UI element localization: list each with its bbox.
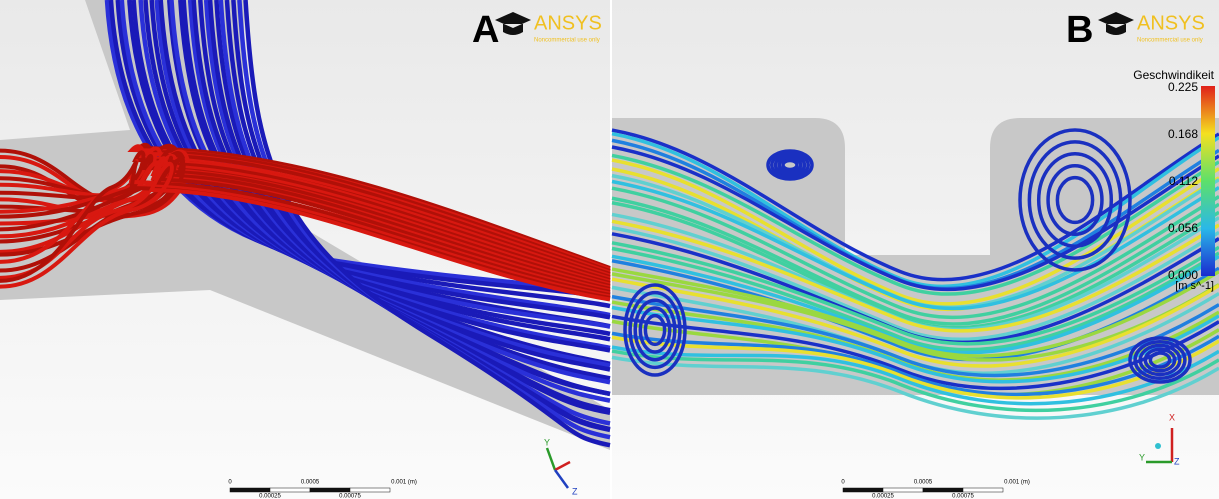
scale-label: 0.001 (m) <box>391 480 417 486</box>
panel-b: B ANSYS Noncommercial use only Geschwind… <box>612 0 1219 499</box>
scale-label: 0.00025 <box>259 494 281 499</box>
panel-label: A <box>472 9 499 51</box>
triad-label: X <box>1169 412 1175 422</box>
legend-tick-label: 0.168 <box>1168 127 1198 141</box>
logo: ANSYS <box>534 12 602 34</box>
figure: A ANSYS Noncommercial use only B ANSYS N… <box>0 0 1219 499</box>
legend-tick-label: 0.112 <box>1169 174 1198 188</box>
scale-label: 0.00075 <box>339 494 361 499</box>
scale-bar-segment <box>883 488 923 492</box>
scale-label: 0.00025 <box>872 494 894 499</box>
panel-a: A ANSYS Noncommercial use only <box>0 0 610 499</box>
logo: ANSYS <box>1137 12 1205 34</box>
legend-tick-label: 0.225 <box>1168 80 1198 94</box>
panel-label: B <box>1066 9 1093 51</box>
triad-origin <box>1155 443 1161 449</box>
logo-note: Noncommercial use only <box>1137 38 1203 44</box>
legend-unit: [m s^-1] <box>1175 280 1214 292</box>
scale-bar-segment <box>230 488 270 492</box>
scale-bar-segment <box>350 488 390 492</box>
scale-bar-segment <box>923 488 963 492</box>
color-bar <box>1201 86 1215 276</box>
scale-label: 0.0005 <box>301 480 320 486</box>
scale-bar-segment <box>963 488 1003 492</box>
triad-label: Y <box>1139 452 1145 462</box>
scale-bar-segment <box>310 488 350 492</box>
scale-label: 0.00075 <box>952 494 974 499</box>
logo-note: Noncommercial use only <box>534 38 600 44</box>
triad-label: Y <box>544 437 550 447</box>
scale-label: 0.001 (m) <box>1004 480 1030 486</box>
scale-bar-segment <box>270 488 310 492</box>
triad-label: Z <box>1174 456 1180 466</box>
scale-label: 0.0005 <box>914 480 933 486</box>
scale-bar-segment <box>843 488 883 492</box>
triad-label: Z <box>572 486 578 496</box>
legend-tick-label: 0.056 <box>1168 221 1198 235</box>
